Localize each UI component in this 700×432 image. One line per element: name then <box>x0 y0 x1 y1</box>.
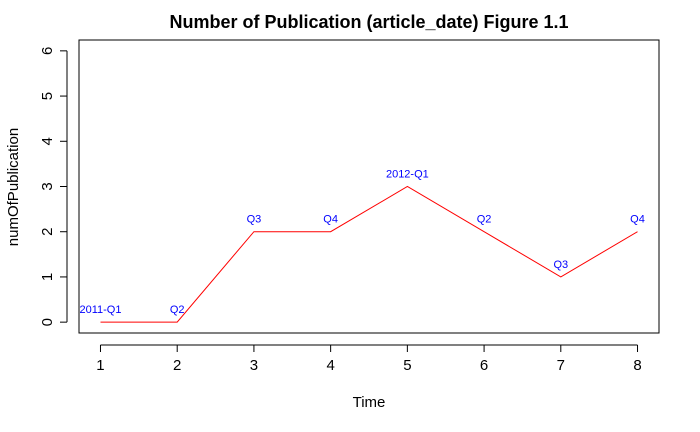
x-tick-label-2: 2 <box>173 357 181 374</box>
point-label-3: Q4 <box>323 214 338 226</box>
point-label-1: Q2 <box>170 304 185 316</box>
y-tick-label-0: 0 <box>39 318 56 326</box>
y-tick-label-5: 5 <box>39 92 56 100</box>
point-labels-layer: 2011-Q1 Q2 Q3 Q4 2012-Q1 Q2 Q3 Q4 <box>79 169 644 317</box>
y-tick-label-3: 3 <box>39 182 56 190</box>
point-label-5: Q2 <box>477 214 492 226</box>
y-tick-label-2: 2 <box>39 228 56 236</box>
y-axis: 0 1 2 3 4 5 6 <box>39 47 68 326</box>
point-label-7: Q4 <box>630 214 645 226</box>
point-label-0: 2011-Q1 <box>79 304 121 316</box>
x-tick-label-3: 3 <box>250 357 258 374</box>
point-label-4: 2012-Q1 <box>386 169 429 181</box>
x-axis-label: Time <box>353 394 386 411</box>
y-tick-label-4: 4 <box>39 137 56 145</box>
chart-title: Number of Publication (article_date) Fig… <box>169 12 568 32</box>
y-axis-label: numOfPublication <box>5 128 22 246</box>
x-tick-label-8: 8 <box>633 357 641 374</box>
y-tick-label-1: 1 <box>39 273 56 281</box>
series-layer <box>100 185 638 323</box>
point-label-2: Q3 <box>247 214 262 226</box>
x-tick-label-7: 7 <box>557 357 565 374</box>
x-tick-label-6: 6 <box>480 357 488 374</box>
y-tick-label-6: 6 <box>39 47 56 55</box>
point-label-6: Q3 <box>553 259 568 271</box>
x-axis: 1 2 3 4 5 6 7 8 <box>96 344 642 374</box>
x-tick-label-4: 4 <box>326 357 334 374</box>
series-line-0 <box>100 185 638 323</box>
plot-frame <box>78 39 660 334</box>
x-tick-label-1: 1 <box>96 357 104 374</box>
x-tick-label-5: 5 <box>403 357 411 374</box>
